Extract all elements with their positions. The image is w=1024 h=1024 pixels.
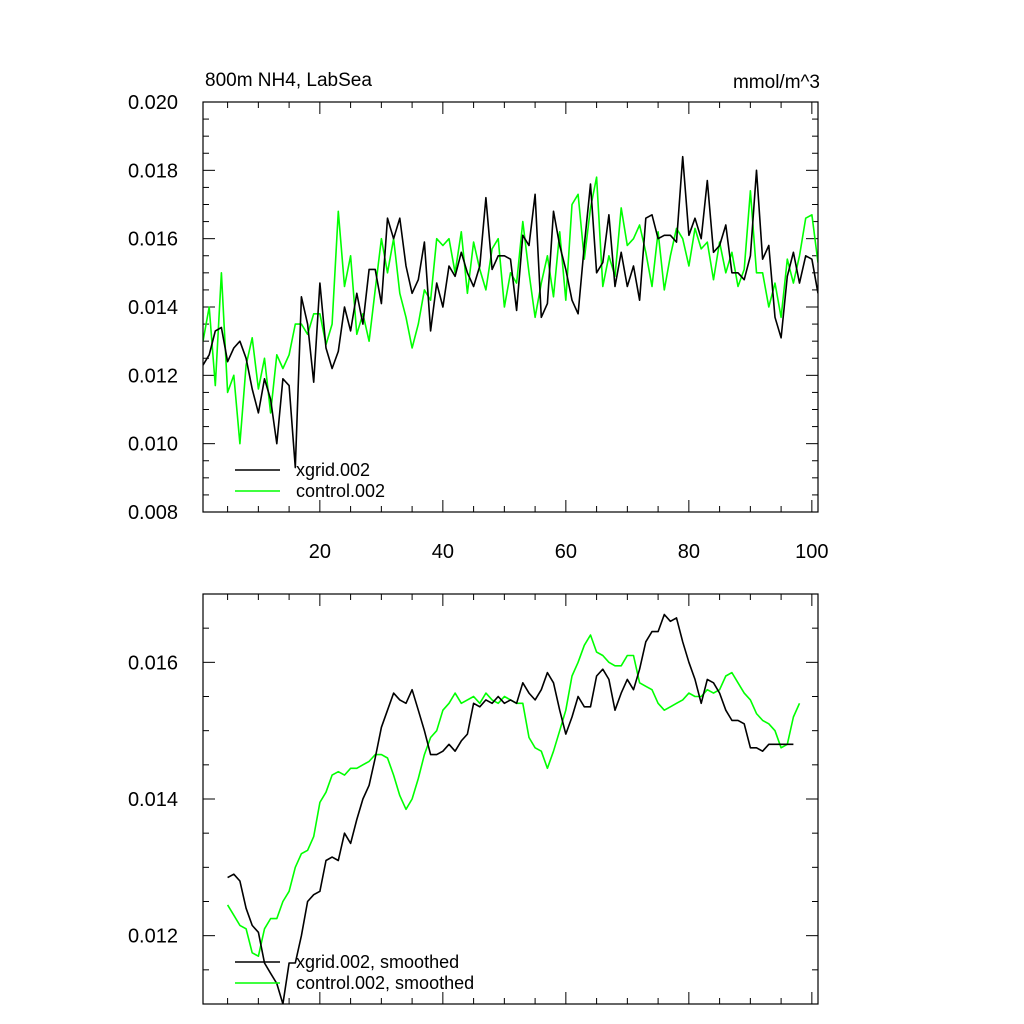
x-tick-label: 40 [432,541,454,563]
series-line-xgrid-002-smoothed [227,613,794,1004]
y-tick-label: 0.012 [128,365,178,387]
chart-title: 800m NH4, LabSea [205,70,372,91]
top-plot-frame [202,101,819,513]
y-tick-label: 0.014 [128,789,178,811]
bottom-legend: xgrid.002, smoothed control.002, smoothe… [235,952,474,993]
series-line-control-002 [203,176,818,445]
y-tick-label: 0.008 [128,502,178,524]
legend-label-xgrid: xgrid.002 [296,460,370,480]
top-legend: xgrid.002 control.002 [235,460,385,501]
y-tick-label: 0.018 [128,160,178,182]
legend-label-control: control.002 [296,481,385,501]
y-tick-label: 0.012 [128,926,178,948]
x-tick-label: 80 [678,541,700,563]
x-tick-label: 60 [555,541,577,563]
y-tick-label: 0.016 [128,652,178,674]
bottom-plot-frame [202,593,819,1005]
legend-label-control-smoothed: control.002, smoothed [296,973,474,993]
units-label: mmol/m^3 [733,72,820,93]
series-line-xgrid-002 [203,155,818,469]
legend-label-xgrid-smoothed: xgrid.002, smoothed [296,952,459,972]
y-tick-label: 0.020 [128,92,178,114]
y-tick-label: 0.010 [128,434,178,456]
bottom-plot-panel: 0.012 0.014 0.016 xgrid.002, smoothed cont… [128,593,819,1005]
x-tick-label: 100 [795,541,828,563]
y-tick-label: 0.016 [128,229,178,251]
x-tick-label: 20 [309,541,331,563]
top-plot-panel: 800m NH4, LabSea mmol/m^3 20 40 60 80 100 0.0… [128,70,829,563]
y-tick-label: 0.014 [128,297,178,319]
